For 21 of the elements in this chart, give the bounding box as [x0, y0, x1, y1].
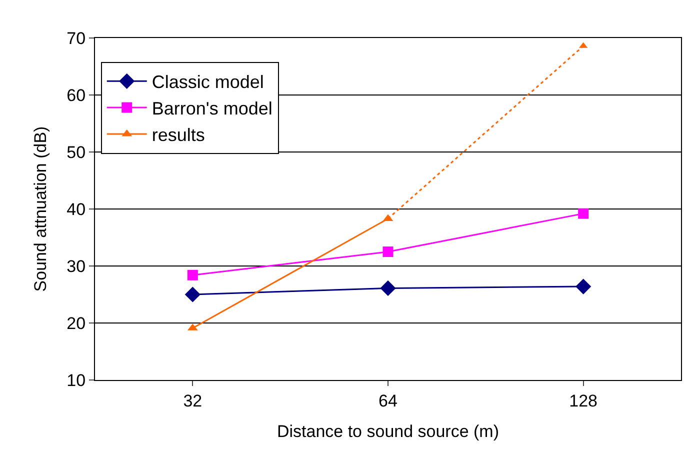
y-tick-label: 70: [66, 28, 86, 48]
point: [576, 278, 592, 294]
y-tick-label: 60: [66, 86, 86, 105]
y-tick-label: 20: [66, 314, 86, 333]
x-tick-label: 32: [183, 391, 202, 410]
legend-label: results: [152, 124, 205, 145]
point: [184, 286, 200, 302]
y-tick-label: 30: [66, 256, 86, 276]
y-tick-label: 10: [66, 370, 86, 390]
point: [187, 270, 198, 280]
legend-label: Barron's model: [152, 98, 272, 119]
point: [578, 208, 589, 219]
y-tick-label: 40: [66, 200, 86, 219]
y-tick-label: 50: [66, 142, 86, 162]
y-axis-title: Sound attnuation (dB): [31, 126, 50, 292]
legend-label: Classic model: [152, 72, 264, 92]
x-tick-label: 128: [569, 391, 598, 410]
point: [380, 280, 396, 296]
x-axis-title: Distance to sound source (m): [276, 422, 500, 441]
point: [382, 246, 394, 257]
x-tick-label: 64: [378, 391, 398, 410]
